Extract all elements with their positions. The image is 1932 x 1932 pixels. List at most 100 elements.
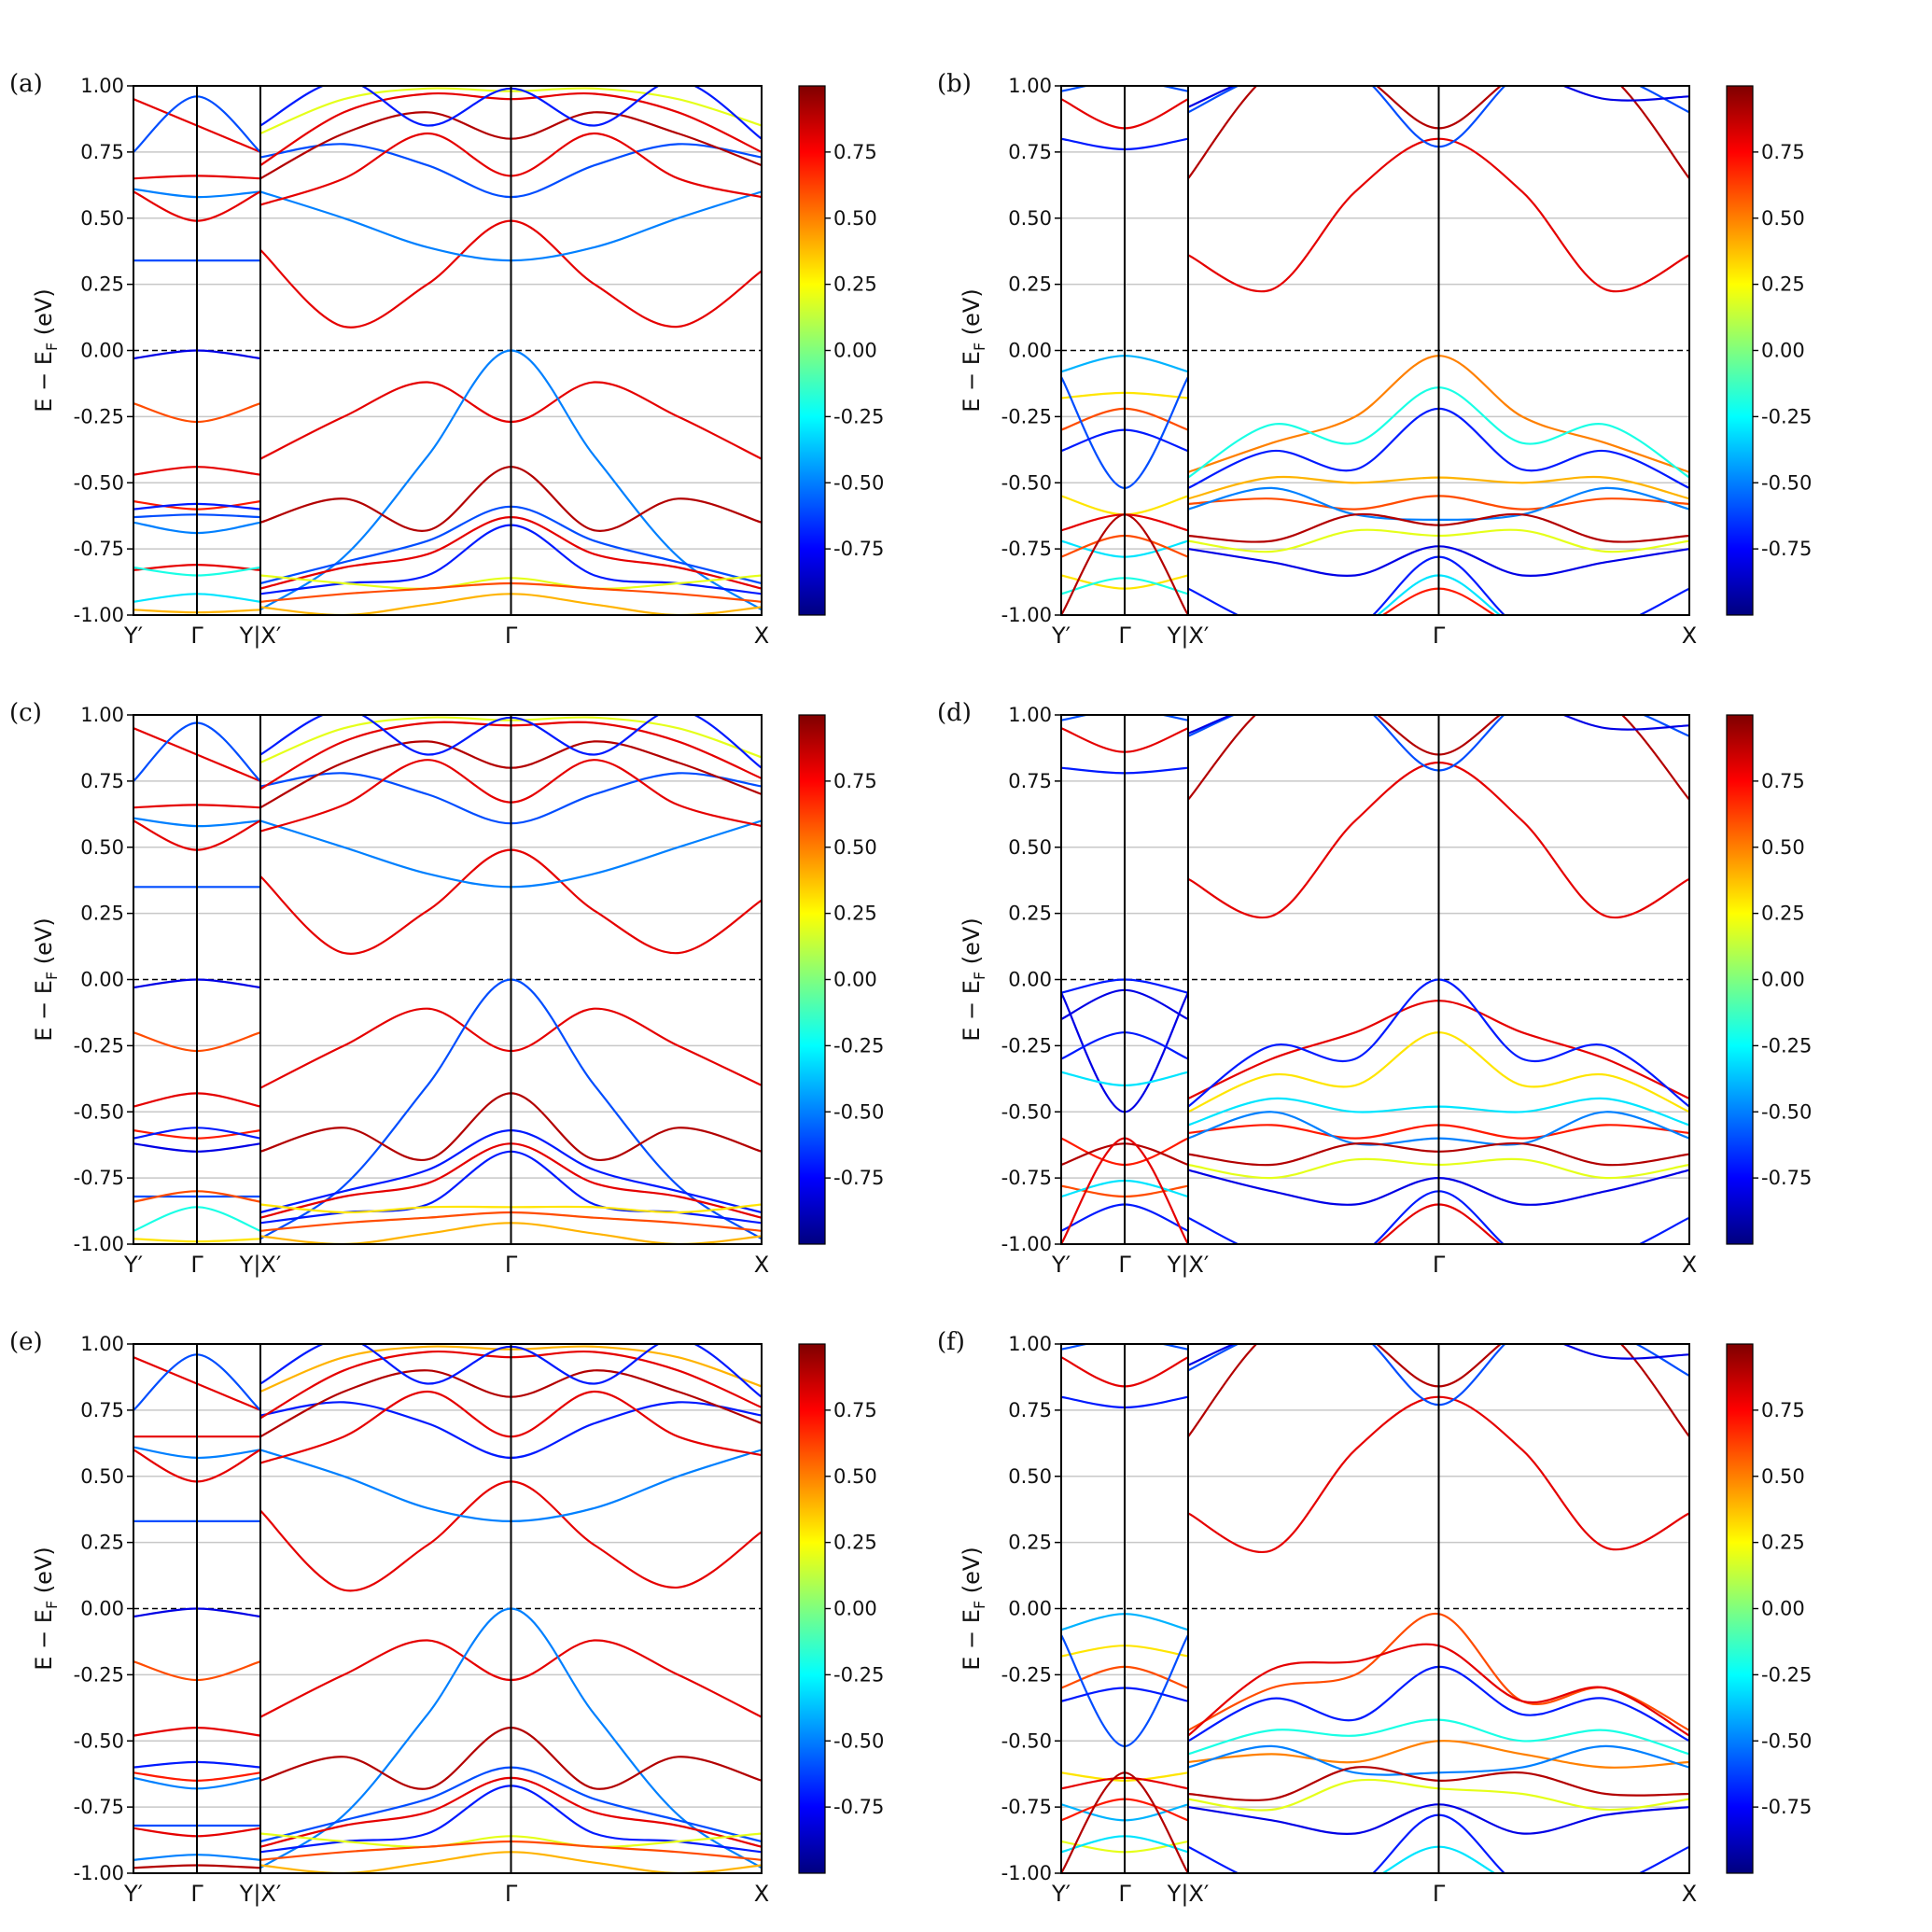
y-tick-label: 0.00	[1008, 340, 1052, 362]
panel-label: (c)	[9, 699, 42, 727]
band-panel: (e) -1.00 -0.75 -0.50 -0.25 0.00 0.25 0.50 0.75 1…	[9, 1328, 884, 1907]
plot-frame	[133, 1343, 763, 1874]
k-point-label: Γ	[505, 1252, 518, 1278]
k-point-label: Γ	[1433, 623, 1446, 649]
k-point-label: Γ	[190, 1252, 203, 1278]
plot-frame	[133, 714, 763, 1245]
y-tick-label: 0.50	[80, 836, 124, 859]
colorbar-tick-label: -0.50	[1761, 1729, 1812, 1752]
colorbar-tick-label: -0.75	[833, 1796, 884, 1818]
colorbar-tick-label: 0.25	[833, 903, 877, 925]
colorbar-gradient	[1726, 85, 1754, 616]
colorbar-tick-label: -0.25	[833, 405, 884, 427]
k-point-label: Γ	[190, 1881, 203, 1907]
y-tick-label: 0.25	[1008, 903, 1052, 925]
y-axis-label-main: E − E	[959, 351, 985, 413]
band-line	[1187, 715, 1689, 735]
y-axis-label: E − EF (eV)	[959, 1547, 988, 1670]
y-tick-label: -0.50	[1001, 471, 1052, 494]
k-point-label: Γ	[1433, 1252, 1446, 1278]
panel-label: (a)	[9, 70, 43, 98]
band-panel: (d) -1.00 -0.75 -0.50 -0.25 0.00 0.25 0.50 0.75 1…	[937, 699, 1812, 1278]
colorbar-gradient	[798, 1343, 826, 1874]
y-tick-label: -1.00	[74, 1862, 124, 1884]
colorbar-tick-label: -0.50	[833, 1729, 884, 1752]
y-tick-label: 0.25	[1008, 273, 1052, 296]
y-axis-label-unit: (eV)	[959, 1547, 985, 1601]
y-axis-label-unit: (eV)	[31, 288, 57, 343]
k-point-label: Y′	[1051, 1252, 1071, 1278]
k-point-label: X	[754, 1881, 769, 1907]
colorbar-tick-label: -0.25	[1761, 405, 1812, 427]
colorbar-tick-label: 0.25	[833, 1532, 877, 1554]
y-tick-label: -0.50	[1001, 1729, 1052, 1752]
colorbar-tick-label: -0.50	[1761, 471, 1812, 494]
y-tick-label: -0.75	[1001, 538, 1052, 560]
y-tick-label: 1.00	[1008, 75, 1052, 97]
colorbar-tick-label: -0.50	[1761, 1100, 1812, 1123]
band-line	[1061, 86, 1189, 92]
y-tick-label: -0.25	[1001, 1663, 1052, 1686]
colorbar-tick-label: 0.50	[833, 836, 877, 859]
y-tick-label: -0.75	[74, 1167, 124, 1189]
colorbar: 0.75 0.50 0.25 0.00 -0.25 -0.50 -0.75	[798, 85, 884, 616]
k-point-label: Γ	[505, 1881, 518, 1907]
y-axis-label-unit: (eV)	[959, 917, 985, 972]
y-tick-label: 1.00	[1008, 1333, 1052, 1355]
colorbar: 0.75 0.50 0.25 0.00 -0.25 -0.50 -0.75	[798, 1343, 884, 1874]
y-tick-label: -0.25	[74, 1663, 124, 1686]
colorbar-tick-label: -0.25	[833, 1663, 884, 1686]
y-tick-label: -0.50	[74, 1729, 124, 1752]
colorbar-tick-label: 0.00	[833, 1598, 877, 1620]
k-point-label: Y|X′	[1167, 623, 1210, 649]
colorbar-gradient	[1726, 714, 1754, 1245]
k-point-label: Y′	[123, 1252, 143, 1278]
y-axis-label-unit: (eV)	[31, 1547, 57, 1601]
y-axis-label-main: E − E	[959, 980, 985, 1042]
y-axis-label: E − EF (eV)	[31, 917, 61, 1041]
y-tick-label: 0.00	[80, 969, 124, 991]
y-tick-label: -1.00	[74, 604, 124, 626]
colorbar-tick-label: -0.75	[1761, 1167, 1812, 1189]
k-point-label: Y′	[123, 1881, 143, 1907]
band-panel: (b) -1.00 -0.75 -0.50 -0.25 0.00 0.25 0.50 0.75 1…	[937, 70, 1812, 649]
y-tick-label: 0.75	[80, 770, 124, 792]
gridlines	[133, 1409, 762, 1808]
colorbar-tick-label: 0.00	[1761, 1598, 1805, 1620]
y-tick-label: 0.75	[1008, 141, 1052, 163]
colorbar-tick-label: 0.25	[1761, 903, 1805, 925]
colorbar-gradient	[798, 714, 826, 1245]
k-point-label: X	[754, 1252, 769, 1278]
colorbar-gradient	[798, 85, 826, 616]
y-tick-label: 0.75	[1008, 1399, 1052, 1421]
colorbar-tick-label: -0.75	[1761, 1796, 1812, 1818]
plot-frame	[1060, 714, 1690, 1245]
y-tick-label: -0.50	[1001, 1100, 1052, 1123]
y-tick-label: -0.25	[74, 1034, 124, 1057]
k-point-label: Y|X′	[239, 1252, 282, 1278]
k-point-label: Γ	[190, 623, 203, 649]
band-line	[1061, 1344, 1189, 1351]
y-axis-label-main: E − E	[31, 351, 57, 413]
y-tick-label: -1.00	[1001, 1862, 1052, 1884]
colorbar-tick-label: 0.75	[833, 141, 877, 163]
colorbar: 0.75 0.50 0.25 0.00 -0.25 -0.50 -0.75	[1726, 714, 1812, 1245]
y-tick-label: 0.50	[80, 1465, 124, 1488]
gridlines	[133, 151, 762, 550]
colorbar-tick-label: 0.75	[1761, 1399, 1805, 1421]
y-axis-label-sub: F	[971, 1601, 988, 1609]
y-tick-label: -0.75	[74, 538, 124, 560]
y-tick-label: -1.00	[1001, 604, 1052, 626]
y-axis-label-unit: (eV)	[959, 288, 985, 343]
k-point-label: Y′	[1051, 623, 1071, 649]
y-axis-label-main: E − E	[959, 1609, 985, 1671]
panel-label: (d)	[937, 699, 972, 727]
colorbar-tick-label: 0.00	[1761, 340, 1805, 362]
y-tick-label: 0.25	[80, 903, 124, 925]
k-point-label: Y|X′	[1167, 1252, 1210, 1278]
bands	[133, 1344, 762, 1873]
colorbar-tick-label: -0.50	[833, 1100, 884, 1123]
y-tick-label: 0.00	[1008, 969, 1052, 991]
y-tick-label: -1.00	[74, 1233, 124, 1255]
panel-label: (e)	[9, 1328, 43, 1356]
